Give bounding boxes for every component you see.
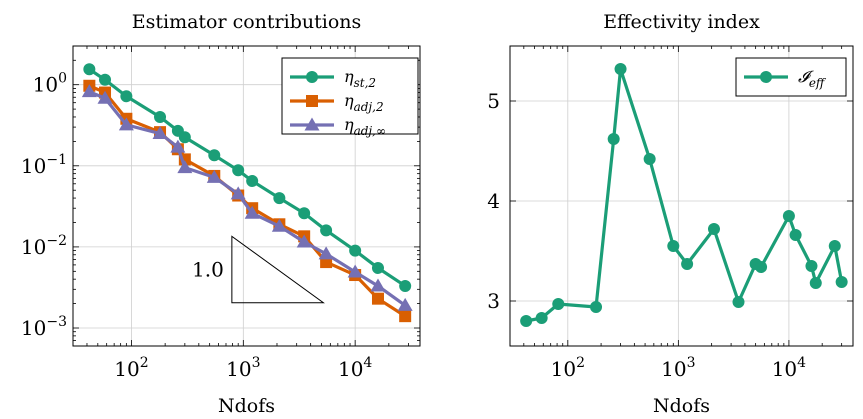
data-point: [154, 110, 167, 123]
data-point: [805, 260, 818, 272]
data-point: [97, 90, 113, 104]
y-tick-label: 100: [33, 71, 67, 97]
x-tick-label: 104: [338, 355, 372, 381]
data-point: [347, 264, 363, 278]
legend-marker: [306, 95, 318, 107]
chart-title: Effectivity index: [603, 11, 760, 33]
data-point: [535, 312, 548, 324]
data-point: [607, 133, 620, 145]
data-point: [755, 261, 768, 273]
axis-frame: [509, 45, 854, 347]
data-point: [789, 229, 802, 241]
x-tick-label: 102: [114, 355, 148, 381]
legend-box: [281, 57, 419, 135]
y-tick-label: 10−3: [21, 314, 67, 340]
data-point: [732, 296, 745, 308]
y-tick-label: 4: [487, 189, 500, 213]
data-point: [397, 297, 413, 311]
data-point: [399, 279, 412, 292]
data-point: [170, 139, 186, 153]
y-tick-label: 3: [487, 289, 500, 313]
x-axis-label: Ndofs: [218, 395, 275, 417]
x-tick-label: 104: [772, 355, 806, 381]
data-point: [118, 117, 134, 131]
legend-marker: [304, 117, 320, 131]
effectivity-index-chart: 102 103 104 3 4 5 Effectivity index Ndofs 𝓘eff: [487, 11, 854, 417]
data-point: [782, 210, 795, 222]
data-point: [809, 277, 822, 289]
data-point: [81, 84, 97, 98]
data-point: [230, 186, 246, 200]
x-tick-label: 103: [661, 355, 695, 381]
legend-marker: [306, 71, 318, 83]
data-point: [152, 126, 168, 140]
data-point: [120, 90, 133, 103]
data-point: [208, 149, 221, 162]
data-point: [590, 301, 603, 313]
data-point: [349, 244, 362, 257]
slope-label: 1.0: [192, 258, 224, 282]
legend-label: ηadj,∞: [344, 115, 386, 138]
legend: 𝓘eff: [735, 57, 847, 97]
y-tick-label: 10−1: [21, 152, 67, 178]
data-point: [83, 63, 96, 76]
estimator-contributions-chart: 102 103 104 100 10−1 10−2 10−3 Estimator contri…: [21, 11, 421, 417]
data-point: [244, 205, 260, 219]
data-point: [707, 223, 720, 235]
data-point: [835, 276, 848, 288]
data-point: [614, 63, 627, 75]
data-point: [99, 73, 112, 86]
data-point: [667, 240, 680, 252]
slope-triangle: [231, 235, 325, 304]
y-tick-label: 5: [487, 89, 500, 113]
legend-marker: [760, 71, 772, 83]
plot-area: [520, 63, 848, 327]
legend-label: ηadj,2: [344, 91, 384, 114]
data-point: [296, 234, 312, 248]
series-line: [525, 67, 844, 323]
data-point: [371, 292, 384, 305]
data-point: [370, 278, 386, 292]
y-tick-label: 10−2: [21, 233, 67, 259]
data-point: [681, 258, 694, 270]
data-point: [298, 207, 311, 220]
data-point: [520, 315, 533, 327]
data-point: [232, 164, 245, 177]
data-point: [320, 224, 333, 237]
grid: [510, 46, 853, 346]
data-point: [399, 310, 412, 323]
data-point: [371, 261, 384, 274]
data-point: [318, 246, 334, 260]
series-2: [81, 84, 413, 311]
data-point: [246, 174, 259, 187]
data-point: [177, 160, 193, 174]
x-axis-label: Ndofs: [653, 395, 710, 417]
chart-title: Estimator contributions: [132, 11, 362, 33]
legend-label: ηst,2: [344, 67, 376, 90]
data-point: [273, 192, 286, 205]
axis-frame: [72, 45, 421, 347]
plot-area: [81, 63, 413, 323]
series-0: [520, 63, 848, 327]
data-point: [828, 240, 841, 252]
data-point: [206, 169, 222, 183]
x-tick-label: 103: [226, 355, 260, 381]
series-0: [83, 63, 412, 292]
data-point: [552, 298, 565, 310]
data-point: [271, 218, 287, 232]
data-point: [643, 153, 656, 165]
x-tick-label: 102: [551, 355, 585, 381]
data-point: [178, 131, 191, 144]
